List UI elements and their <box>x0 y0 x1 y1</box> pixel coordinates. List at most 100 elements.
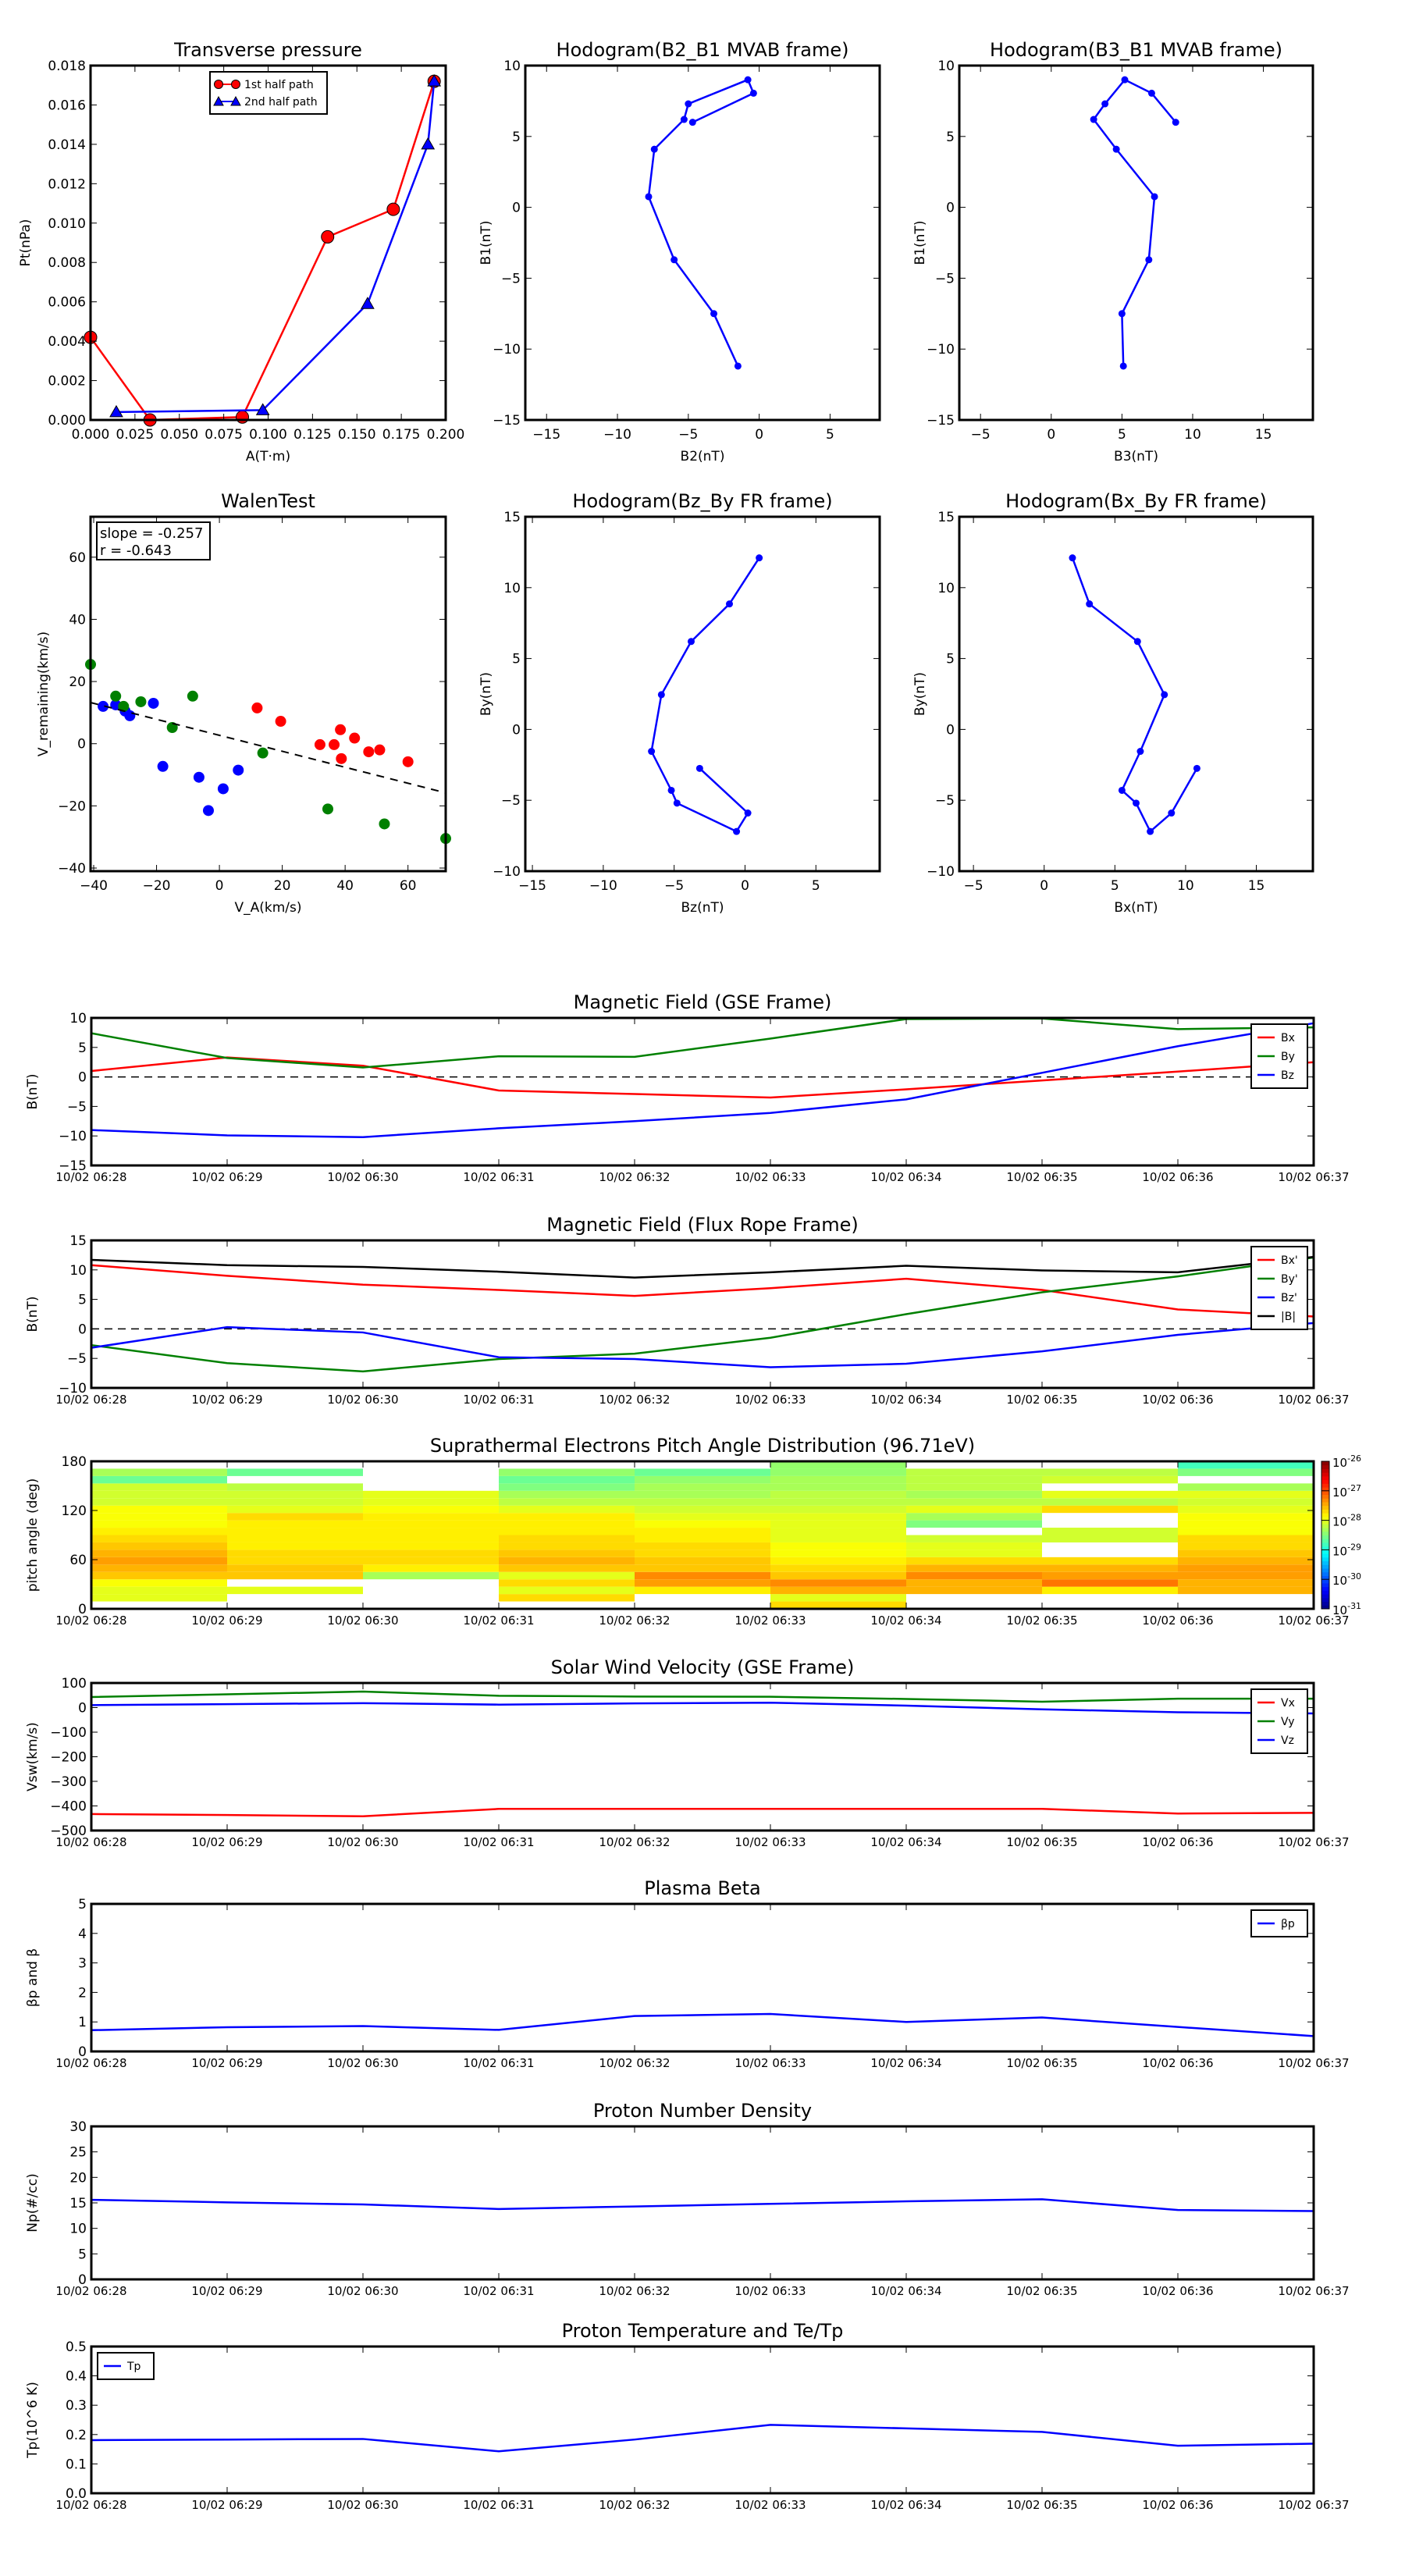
x-tick-label: −5 <box>964 878 984 894</box>
heatmap-cell <box>227 1535 363 1542</box>
series-line <box>91 2198 1314 2212</box>
colorbar-segment <box>1321 1468 1329 1473</box>
x-tick-label: 10/02 06:31 <box>463 1393 534 1407</box>
heatmap-cell <box>770 1601 906 1609</box>
heatmap-cell <box>1178 1550 1314 1557</box>
y-tick-label: 4 <box>78 1927 87 1942</box>
heatmap-cell <box>770 1542 906 1550</box>
heatmap-cell <box>635 1468 770 1476</box>
heatmap-cell <box>1178 1461 1314 1469</box>
y-tick-label: 0.004 <box>48 334 86 350</box>
heatmap-cell <box>635 1513 770 1521</box>
heatmap-cell <box>499 1483 635 1491</box>
colorbar-segment <box>1321 1528 1329 1532</box>
x-tick-label: 10/02 06:35 <box>1006 1614 1077 1628</box>
data-point <box>187 690 198 702</box>
heatmap-cell <box>1042 1490 1178 1499</box>
heatmap-cell <box>1042 1557 1178 1565</box>
heatmap-cell <box>1178 1505 1314 1514</box>
y-tick-label: 5 <box>78 1293 87 1308</box>
x-tick-label: 10/02 06:35 <box>1006 1393 1077 1407</box>
y-tick-label: 0 <box>77 737 86 753</box>
data-point <box>427 74 442 87</box>
x-tick-label: 5 <box>1118 427 1126 443</box>
heatmap-cell <box>227 1498 363 1506</box>
heatmap-cell <box>227 1542 363 1550</box>
colorbar-segment <box>1321 1579 1329 1584</box>
colorbar-segment <box>1321 1524 1329 1528</box>
data-point <box>1112 145 1120 153</box>
x-tick-label: 10/02 06:34 <box>870 1835 941 1849</box>
y-tick-label: −10 <box>493 342 521 358</box>
x-tick-label: 10/02 06:33 <box>735 1835 806 1849</box>
x-tick-label: 10/02 06:37 <box>1278 2056 1349 2070</box>
x-tick-label: 10/02 06:29 <box>191 1614 262 1628</box>
series-line <box>91 1017 1314 1069</box>
heatmap-cell <box>91 1490 227 1499</box>
colorbar-tick-label: 10-27 <box>1332 1483 1361 1500</box>
series-line <box>116 81 436 414</box>
y-axis-label: pitch angle (deg) <box>25 1478 41 1592</box>
heatmap-cell <box>91 1594 227 1602</box>
colorbar-segment <box>1321 1487 1329 1492</box>
heatmap-cell <box>227 1557 363 1565</box>
x-tick-label: 5 <box>1111 878 1119 894</box>
series-line <box>1092 78 1177 367</box>
data-point <box>1101 100 1109 108</box>
colorbar-tick-base: 10 <box>1332 1603 1347 1617</box>
series-line <box>91 1056 1314 1099</box>
heatmap-cell <box>363 1557 499 1565</box>
x-tick-label: 10/02 06:28 <box>55 1170 126 1184</box>
heatmap-cell <box>635 1483 770 1491</box>
legend-label: 2nd half path <box>244 96 318 109</box>
heatmap-cell <box>363 1520 499 1528</box>
heatmap-cell <box>1178 1513 1314 1521</box>
heatmap-cell <box>227 1505 363 1514</box>
x-tick-label: 10/02 06:35 <box>1006 2498 1077 2512</box>
heatmap-cell <box>770 1535 906 1542</box>
data-point <box>648 748 656 756</box>
heatmap-cell <box>227 1483 363 1491</box>
y-tick-label: −10 <box>927 864 955 880</box>
x-tick-label: 10/02 06:36 <box>1142 1614 1213 1628</box>
series-line <box>91 1255 1314 1279</box>
y-tick-label: 0 <box>512 201 521 216</box>
legend-label: Vx <box>1281 1697 1295 1710</box>
y-axis-label: By(nT) <box>912 672 928 716</box>
heatmap-cell <box>635 1571 770 1580</box>
colorbar-tick-label: 10-26 <box>1332 1453 1361 1470</box>
x-tick-label: 20 <box>274 878 291 894</box>
legend-marker <box>230 95 241 106</box>
colorbar-segment <box>1321 1594 1329 1599</box>
x-tick-label: 10/02 06:30 <box>327 1393 398 1407</box>
slope-text: slope = -0.257 <box>100 525 203 542</box>
heatmap-cell <box>227 1468 363 1476</box>
x-tick-label: 0 <box>215 878 224 894</box>
data-point <box>148 697 159 709</box>
axes-frame <box>89 515 447 873</box>
heatmap-cell <box>91 1564 227 1572</box>
heatmap-cell <box>635 1579 770 1587</box>
data-point <box>1147 89 1155 97</box>
x-tick-label: 10/02 06:37 <box>1278 1614 1349 1628</box>
data-point <box>1145 256 1153 264</box>
x-tick-label: 0.125 <box>293 427 332 443</box>
axes-frame <box>90 1902 1315 2053</box>
colorbar-tick-exponent: -31 <box>1347 1601 1361 1611</box>
heatmap-cell <box>635 1505 770 1514</box>
colorbar-segment <box>1321 1582 1329 1588</box>
chart-magnetic-field-fr: Magnetic Field (Flux Rope Frame) −10 −5 0 5 1… <box>25 1214 1350 1407</box>
colorbar-segment <box>1321 1571 1329 1576</box>
data-point <box>1147 827 1154 835</box>
heatmap-cell <box>770 1579 906 1587</box>
data-point <box>349 732 361 744</box>
legend-label: βp <box>1281 1918 1295 1930</box>
x-tick-label: −10 <box>603 427 631 443</box>
heatmap-cell <box>91 1528 227 1535</box>
heatmap-cell <box>1042 1468 1178 1476</box>
axes-frame <box>524 64 881 422</box>
data-point <box>1086 600 1094 608</box>
x-tick-label: 10/02 06:35 <box>1006 2056 1077 2070</box>
legend-label: By' <box>1281 1273 1298 1286</box>
axes-frame <box>958 515 1314 873</box>
